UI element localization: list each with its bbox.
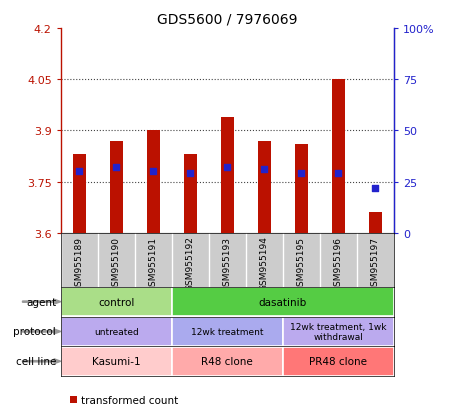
Text: protocol: protocol (14, 327, 56, 337)
Text: GSM955194: GSM955194 (260, 236, 269, 291)
Text: GSM955190: GSM955190 (112, 236, 121, 291)
Text: Kasumi-1: Kasumi-1 (92, 356, 140, 366)
Title: GDS5600 / 7976069: GDS5600 / 7976069 (157, 12, 297, 26)
Text: cell line: cell line (16, 356, 56, 366)
Point (335, 171, 342, 177)
Bar (184, 155, 197, 233)
Bar (73, 155, 86, 233)
Point (112, 165, 120, 171)
Bar (110, 141, 123, 233)
Text: 12wk treatment, 1wk
withdrawal: 12wk treatment, 1wk withdrawal (290, 322, 387, 341)
Text: PR48 clone: PR48 clone (309, 356, 367, 366)
Point (187, 171, 194, 177)
Text: control: control (98, 297, 135, 307)
Bar (61, 287, 172, 316)
Text: R48 clone: R48 clone (202, 356, 253, 366)
Point (76, 169, 83, 175)
Point (297, 171, 305, 177)
Text: transformed count: transformed count (81, 395, 178, 405)
Text: 12wk treatment: 12wk treatment (191, 327, 264, 336)
Point (150, 169, 157, 175)
Bar (283, 347, 394, 376)
Text: agent: agent (26, 297, 56, 307)
Bar (147, 131, 160, 233)
Text: GSM955197: GSM955197 (371, 236, 380, 291)
Bar (61, 347, 172, 376)
Point (261, 167, 268, 173)
Text: GSM955191: GSM955191 (149, 236, 158, 291)
Bar (61, 317, 172, 346)
Point (224, 165, 231, 171)
Bar (283, 317, 394, 346)
Bar (172, 317, 283, 346)
Text: GSM955196: GSM955196 (334, 236, 343, 291)
Bar (332, 80, 345, 233)
Bar (369, 213, 382, 233)
Bar (258, 141, 271, 233)
Text: GSM955192: GSM955192 (186, 236, 195, 291)
Point (372, 185, 379, 192)
Text: untreated: untreated (94, 327, 139, 336)
Bar (172, 347, 283, 376)
Text: dasatinib: dasatinib (259, 297, 307, 307)
Text: GSM955189: GSM955189 (75, 236, 84, 291)
Bar (172, 287, 394, 316)
Bar (221, 118, 234, 233)
Bar (295, 145, 308, 233)
Text: GSM955193: GSM955193 (223, 236, 232, 291)
Text: GSM955195: GSM955195 (297, 236, 306, 291)
Text: percentile rank within the sample: percentile rank within the sample (81, 412, 257, 413)
